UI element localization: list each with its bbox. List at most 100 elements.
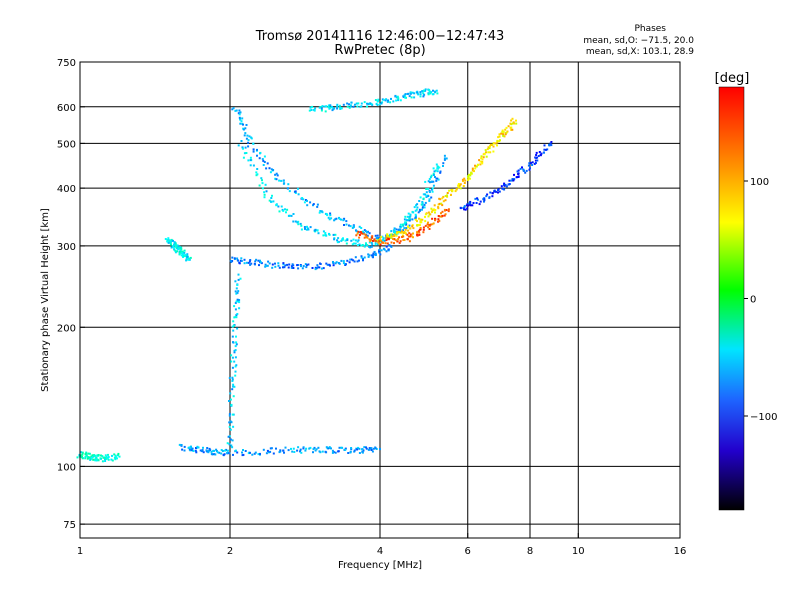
phase-point bbox=[409, 227, 412, 230]
phase-point bbox=[392, 238, 395, 240]
phase-point bbox=[188, 258, 191, 261]
phase-point bbox=[232, 107, 235, 110]
phase-point bbox=[278, 266, 281, 269]
phase-point bbox=[229, 428, 232, 431]
phase-point bbox=[107, 458, 110, 461]
phase-point bbox=[427, 188, 430, 190]
phase-point bbox=[430, 188, 433, 191]
phase-point bbox=[437, 218, 440, 221]
phase-point bbox=[275, 178, 278, 181]
phase-point bbox=[274, 173, 277, 176]
phase-point bbox=[314, 268, 317, 271]
phase-point bbox=[169, 239, 172, 242]
phase-point bbox=[428, 178, 431, 180]
phase-point bbox=[357, 102, 360, 105]
phase-point bbox=[465, 204, 468, 207]
phase-point bbox=[228, 435, 231, 438]
phase-point bbox=[432, 172, 435, 175]
phase-point bbox=[234, 280, 237, 283]
phase-point bbox=[302, 446, 305, 449]
phase-point bbox=[226, 449, 229, 452]
phase-point bbox=[167, 239, 170, 241]
phase-point bbox=[300, 451, 303, 454]
phase-point bbox=[352, 105, 355, 108]
phase-point bbox=[428, 228, 431, 230]
phase-point bbox=[358, 452, 361, 454]
phase-point bbox=[268, 199, 271, 202]
phase-point bbox=[246, 134, 249, 137]
phase-point bbox=[441, 197, 444, 200]
phase-point bbox=[510, 179, 513, 182]
phase-point bbox=[431, 217, 434, 220]
phase-point bbox=[251, 453, 254, 456]
phase-point bbox=[215, 448, 218, 451]
phase-point bbox=[434, 209, 437, 211]
phase-point bbox=[243, 152, 246, 155]
phase-point bbox=[99, 457, 102, 460]
phase-point bbox=[446, 194, 448, 197]
phase-point bbox=[378, 103, 381, 106]
phase-point bbox=[270, 447, 273, 450]
phase-point bbox=[367, 103, 370, 106]
phase-point bbox=[407, 219, 409, 222]
phase-point bbox=[346, 105, 349, 108]
phase-point bbox=[491, 192, 494, 195]
phase-point bbox=[266, 162, 269, 165]
phase-point bbox=[237, 290, 240, 293]
phase-point bbox=[474, 164, 476, 167]
phase-point bbox=[235, 364, 238, 367]
phase-point bbox=[297, 187, 299, 190]
phase-point bbox=[421, 202, 424, 205]
phase-point bbox=[423, 93, 426, 96]
phase-point bbox=[309, 106, 312, 109]
phase-point bbox=[95, 456, 98, 459]
phase-point bbox=[528, 168, 531, 171]
phase-point bbox=[292, 213, 295, 215]
phase-point bbox=[425, 195, 428, 198]
phase-point bbox=[424, 201, 427, 204]
phase-point bbox=[244, 132, 247, 135]
phase-point bbox=[249, 259, 252, 261]
phase-point bbox=[404, 96, 407, 99]
phase-point bbox=[256, 154, 258, 157]
phase-point bbox=[244, 450, 247, 452]
phase-point bbox=[440, 215, 443, 218]
phase-point bbox=[188, 446, 191, 449]
phase-point bbox=[508, 183, 511, 185]
phase-point bbox=[233, 324, 236, 327]
phase-point bbox=[513, 122, 516, 125]
phase-point bbox=[371, 236, 374, 239]
phase-point bbox=[349, 225, 352, 228]
phase-point bbox=[464, 179, 467, 182]
phase-point bbox=[261, 182, 264, 185]
x-tick-label: 10 bbox=[572, 546, 585, 557]
phase-point bbox=[409, 213, 412, 216]
phase-point bbox=[468, 173, 470, 176]
phase-point bbox=[332, 261, 334, 263]
phase-point bbox=[431, 190, 434, 193]
phase-point bbox=[263, 155, 266, 158]
phase-point bbox=[261, 158, 264, 161]
phase-point bbox=[406, 238, 409, 241]
phase-point bbox=[433, 204, 436, 207]
phase-point bbox=[340, 107, 343, 110]
phase-point bbox=[466, 203, 469, 206]
phase-point bbox=[261, 179, 263, 182]
phase-point bbox=[207, 449, 210, 452]
phase-point bbox=[500, 185, 503, 188]
phase-point bbox=[309, 201, 312, 204]
phase-point bbox=[374, 254, 377, 256]
phase-point bbox=[355, 230, 358, 233]
phase-point bbox=[297, 446, 300, 449]
phase-point bbox=[388, 244, 391, 247]
phase-point bbox=[265, 167, 268, 170]
phase-point bbox=[360, 256, 363, 259]
phase-point bbox=[399, 240, 402, 243]
phase-point bbox=[229, 420, 232, 423]
phase-point bbox=[508, 179, 511, 182]
phase-point bbox=[356, 240, 359, 243]
phase-point bbox=[393, 232, 396, 235]
phase-point bbox=[410, 234, 413, 237]
phase-point bbox=[397, 231, 400, 233]
phase-point bbox=[175, 246, 178, 249]
